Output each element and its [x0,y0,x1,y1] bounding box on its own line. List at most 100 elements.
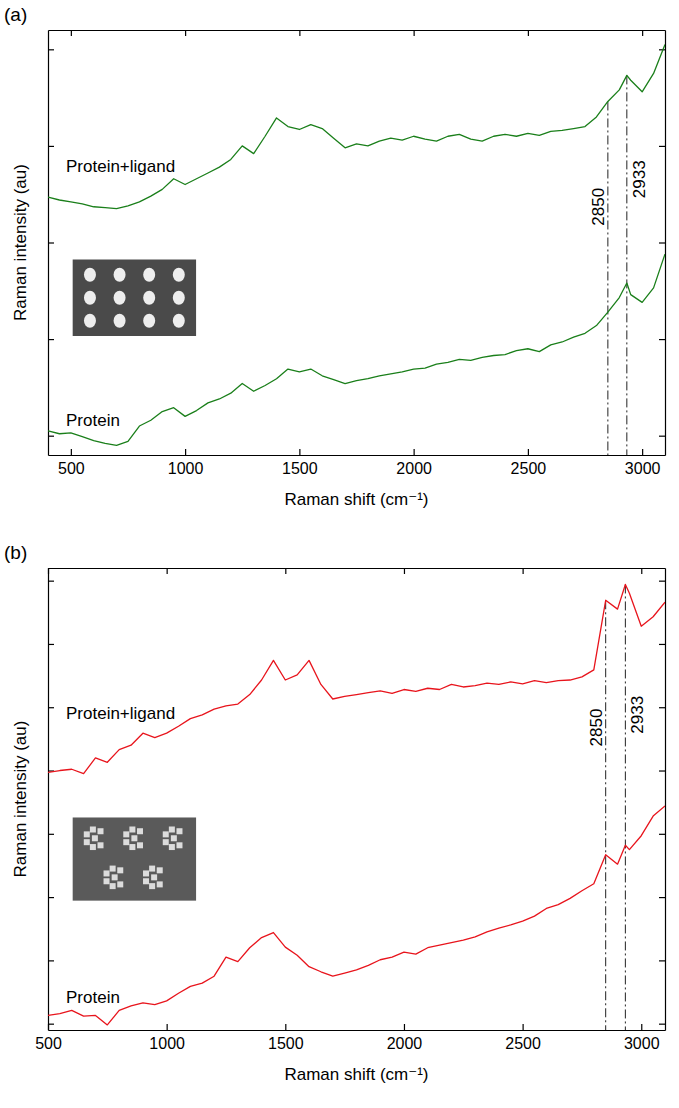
tick-mark [659,1024,665,1025]
tick [659,581,665,582]
series-label: Protein [66,988,120,1007]
annotation-label: 2933 [630,160,649,198]
inset-grain [117,881,123,887]
tick-mark [659,49,665,50]
tick-mark [48,1024,54,1025]
y-axis [48,569,54,1031]
plot-area [48,44,665,455]
y-axis-title: Raman intensity (au) [11,164,30,321]
tick-label: 3000 [624,1035,660,1052]
tick [48,243,54,244]
tick-mark [659,146,665,147]
inset-grain [90,826,96,832]
tick-mark [523,568,524,574]
tick-mark [48,897,54,898]
tick-mark [404,568,405,574]
inset-dot [173,291,185,305]
inset-grain [123,831,129,837]
spectrum-line [48,254,665,445]
inset-grain [98,842,104,848]
tick [185,30,186,36]
tick [299,30,300,36]
tick-mark [523,1024,524,1030]
spectrum-line [48,806,665,1025]
axis-line [49,455,666,456]
annotation-label: 2850 [587,709,606,747]
inset-grain [143,870,149,876]
inset-grain [169,844,175,850]
inset-dot [114,268,126,282]
inset-grain [123,839,129,845]
tick-mark [48,707,54,708]
tick-mark [659,644,665,645]
tick-mark [185,30,186,36]
inset-grain [84,831,90,837]
tick-mark [659,242,665,243]
tick [414,30,415,36]
inset-grain [104,878,110,884]
annotation-line [626,75,627,455]
x-axis-title: Raman shift (cm⁻¹) [284,490,428,509]
tick: 1500 [282,449,318,477]
tick-mark [285,568,286,574]
tick [71,30,72,36]
inset-grain [157,881,163,887]
inset-grain [169,826,175,832]
tick: 500 [58,449,85,477]
tick [48,834,54,835]
tick: 2000 [387,1024,423,1052]
tick: 2500 [505,1024,541,1052]
x-axis-top [49,568,666,574]
tick [48,644,54,645]
inset-grain [143,878,149,884]
tick-mark [48,581,54,582]
series-label: Protein+ligand [66,704,175,723]
y-axis-right [659,569,666,1031]
tick [523,568,524,574]
tick-label: 2000 [387,1035,423,1052]
inset-dot [84,268,96,282]
axis-line [49,1030,666,1031]
tick-mark [659,339,665,340]
labels: Protein+ligandProtein28502933Raman shift… [4,4,649,509]
annotation-line [605,600,606,1030]
inset-grain [163,831,169,837]
inset-grain [137,828,143,834]
tick: 1500 [268,1024,304,1052]
tick-label: 1000 [149,1035,185,1052]
tick-mark [285,1024,286,1030]
inset-image [73,260,196,337]
inset-grain [117,867,123,873]
tick-label: 2000 [396,460,432,477]
tick-mark [659,834,665,835]
inset-grain [149,883,155,889]
tick: 1000 [168,449,204,477]
tick-mark [528,449,529,455]
inset-dot [173,268,185,282]
tick [659,834,665,835]
axis-line [49,568,666,569]
spectrum-line [48,584,665,773]
tick-label: 2500 [505,1035,541,1052]
inset-dot [143,314,155,328]
panel: 50010001500200025003000Protein+ligandPro… [4,542,666,1084]
tick-mark [48,644,54,645]
tick-mark [659,770,665,771]
inset-dot [114,291,126,305]
tick-mark [48,436,54,437]
tick-mark [659,436,665,437]
inset-dot [114,314,126,328]
tick [48,339,54,340]
tick [659,146,665,147]
inset-grain [84,839,90,845]
inset-dot [173,314,185,328]
tick [659,644,665,645]
axis-line [665,569,666,1031]
tick-mark [528,30,529,36]
tick-mark [167,1024,168,1030]
annotation-line [607,101,608,455]
tick: 3000 [624,1024,660,1052]
labels: Protein+ligandProtein28502933Raman shift… [4,542,647,1084]
inset-grain [129,826,135,832]
tick-mark [299,30,300,36]
